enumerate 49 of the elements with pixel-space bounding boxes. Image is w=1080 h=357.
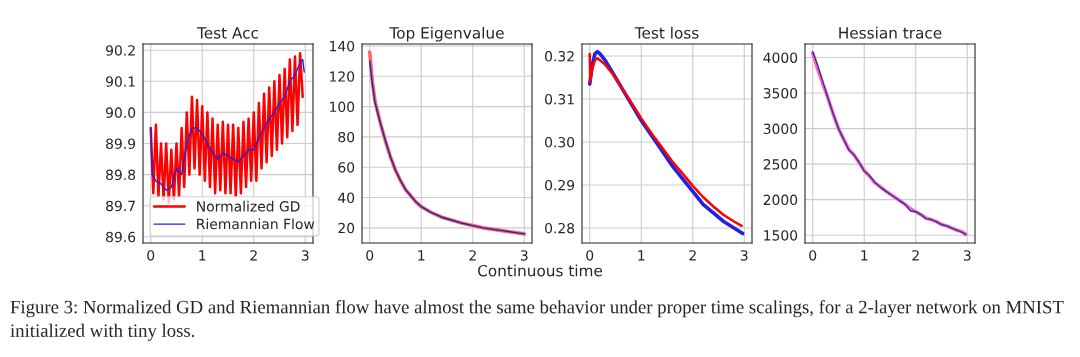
y-tick-label: 2500 [763,159,798,170]
x-tick-label: 2 [469,250,476,261]
y-tick-label: 90.1 [106,76,135,87]
legend-label: Normalized GD [197,200,300,212]
chart-title: Test Acc [196,27,259,39]
y-tick-label: 0.32 [545,51,574,62]
x-tick-label: 1 [418,250,425,261]
x-tick-label: 3 [520,250,528,261]
x-axis-title: Continuous time [478,264,603,277]
y-tick-label: 40 [338,192,355,204]
y-tick-label: 89.7 [106,200,135,212]
y-tick-label: 4000 [763,52,798,63]
x-tick-label: 2 [689,250,696,261]
y-tick-label: 0.31 [545,93,574,105]
caption: Figure 3: Normalized GD and Riemannian flow have almost the same behavior under proper time scalings, for a 2-layer network on MNIST initialized with tiny loss. [10,300,1064,341]
y-tick-label: 90.0 [106,107,136,118]
y-tick-label: 3000 [763,123,798,135]
x-tick-label: 1 [199,250,206,261]
y-tick-label: 89.8 [106,169,136,181]
y-tick-label: 0.30 [545,136,575,148]
x-tick-label: 3 [963,250,971,261]
y-tick-label: 100 [330,101,355,113]
x-tick-label: 0 [809,250,817,261]
y-tick-label: 0.29 [545,179,575,191]
y-tick-label: 20 [338,222,355,234]
x-tick-label: 3 [301,250,309,261]
x-tick-label: 1 [861,250,868,261]
y-tick-label: 89.9 [106,138,136,149]
y-tick-label: 140 [330,40,355,52]
x-tick-label: 2 [912,250,919,261]
y-tick-label: 80 [338,131,355,143]
legend-label: Riemannian Flow [197,218,315,230]
x-tick-label: 2 [250,250,257,261]
x-tick-label: 0 [366,250,374,261]
x-tick-label: 0 [147,250,155,261]
y-tick-label: 0.28 [545,222,575,234]
y-tick-label: 120 [330,71,355,82]
y-tick-label: 1500 [764,230,798,241]
x-tick-label: 1 [638,250,645,261]
y-tick-label: 60 [338,162,355,173]
chart-title: Top Eigenvalue [389,26,504,42]
chart-title: Test loss [634,26,699,39]
y-tick-label: 89.6 [106,231,136,243]
x-tick-label: 0 [586,250,594,261]
y-tick-label: 3500 [763,88,798,99]
chart-title: Hessian trace [839,26,942,39]
y-tick-label: 2000 [763,194,798,206]
x-tick-label: 3 [740,250,748,261]
y-tick-label: 90.2 [106,45,135,56]
